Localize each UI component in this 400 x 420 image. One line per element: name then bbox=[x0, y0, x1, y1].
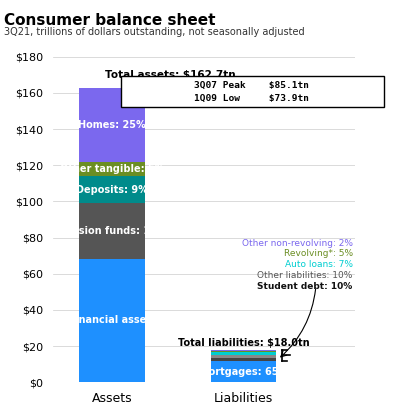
Text: Homes: 25%: Homes: 25% bbox=[78, 120, 146, 130]
FancyBboxPatch shape bbox=[121, 76, 384, 107]
Bar bbox=[79, 259, 145, 382]
Bar bbox=[211, 352, 276, 354]
Text: Revolving*: 5%: Revolving*: 5% bbox=[284, 249, 353, 258]
Text: 3Q21, trillions of dollars outstanding, not seasonally adjusted: 3Q21, trillions of dollars outstanding, … bbox=[4, 27, 305, 37]
Text: Total liabilities: $18.0tn: Total liabilities: $18.0tn bbox=[178, 338, 309, 348]
Text: Other financial assets: 42%: Other financial assets: 42% bbox=[36, 315, 188, 326]
Text: Other tangible: 5%: Other tangible: 5% bbox=[60, 164, 164, 174]
Text: Mortgages: 65%: Mortgages: 65% bbox=[199, 367, 288, 377]
Text: Other non-revolving: 2%: Other non-revolving: 2% bbox=[242, 239, 353, 247]
Text: 3Q07 Peak    $85.1tn: 3Q07 Peak $85.1tn bbox=[194, 81, 308, 90]
Text: 1Q09 Low     $73.9tn: 1Q09 Low $73.9tn bbox=[194, 94, 308, 103]
Text: Student debt: 10%: Student debt: 10% bbox=[258, 282, 353, 291]
Text: Consumer balance sheet: Consumer balance sheet bbox=[4, 13, 216, 28]
Bar bbox=[211, 361, 276, 382]
Bar bbox=[79, 88, 145, 162]
Bar bbox=[211, 354, 276, 358]
Bar bbox=[79, 162, 145, 176]
Bar bbox=[211, 358, 276, 361]
Bar bbox=[211, 351, 276, 352]
Text: Other liabilities: 10%: Other liabilities: 10% bbox=[257, 271, 353, 280]
Text: Pension funds: 19%: Pension funds: 19% bbox=[58, 226, 166, 236]
Bar bbox=[211, 350, 276, 351]
Text: Deposits: 9%: Deposits: 9% bbox=[76, 184, 148, 194]
Bar bbox=[79, 176, 145, 203]
Text: Total assets: $162.7tn: Total assets: $162.7tn bbox=[106, 71, 236, 86]
Bar bbox=[79, 203, 145, 259]
Text: Auto loans: 7%: Auto loans: 7% bbox=[285, 260, 353, 269]
